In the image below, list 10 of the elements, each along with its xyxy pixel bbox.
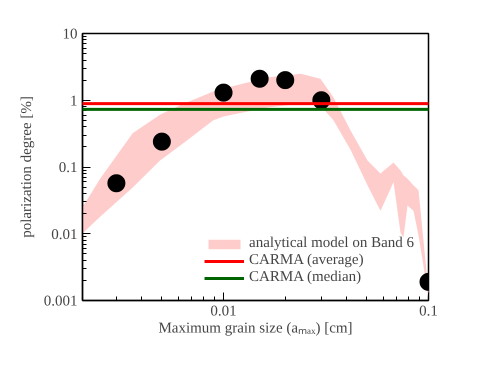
legend-label: CARMA (average)	[249, 252, 364, 269]
x-axis-title: Maximum grain size (aₘₐₓ) [cm]	[158, 320, 353, 336]
y-tick-label: 10	[62, 26, 78, 42]
y-tick-label: 0.01	[51, 226, 78, 243]
y-tick-label: 0.1	[58, 160, 78, 176]
y-tick-label: 0.001	[44, 294, 78, 310]
legend-label: CARMA (median)	[249, 269, 362, 286]
y-tick-label: 1	[70, 93, 78, 110]
y-axis-title: polarization degree [%]	[18, 96, 35, 238]
legend-label: analytical model on Band 6	[249, 235, 414, 252]
